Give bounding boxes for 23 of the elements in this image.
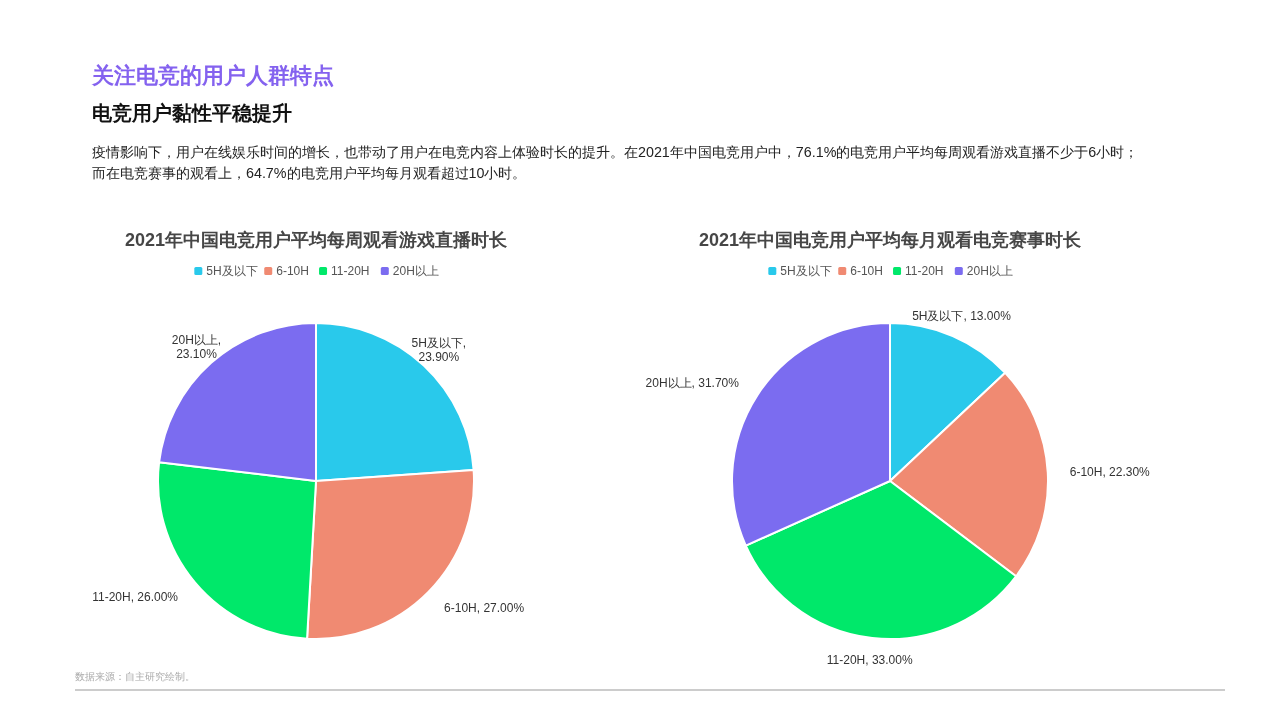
text: 疫情影响下，用户在线娱乐时间的增长，也带动了用户在电竞内容上体验时长的提升。在2021年中国电竞用户中，76.1%的电竞用户平均每周观看游戏直播不少于6小时； xyxy=(92,144,1139,160)
legend-label: 11-20H xyxy=(905,264,944,279)
data-label: 5H及以下, 23.90% xyxy=(411,336,467,365)
data-label: 6-10H, 27.00% xyxy=(444,600,525,615)
data-label: 20H以上, 31.70% xyxy=(645,376,740,391)
text: 关注电竞的用户人群特点 xyxy=(91,63,334,88)
data-label: 5H及以下, 13.00% xyxy=(912,309,1012,323)
legend-label: 20H以上 xyxy=(966,264,1013,279)
legend-label: 20H以上 xyxy=(392,264,439,279)
text: 而在电竞赛事的观看上，64.7%的电竞用户平均每月观看超过10小时。 xyxy=(92,165,527,181)
legend-label: 6-10H xyxy=(850,264,883,279)
text: 电竞用户黏性平稳提升 xyxy=(92,102,292,124)
legend-label: 5H及以下 xyxy=(206,264,258,279)
data-label: 20H以上, 23.10% xyxy=(171,332,222,362)
chart-title: 2021年中国电竞用户平均每月观看电竞赛事时长 xyxy=(698,230,1083,250)
source-note: 数据来源：自主研究绘制。 xyxy=(75,671,195,682)
data-label: 11-20H, 33.00% xyxy=(826,653,913,668)
legend-label: 11-20H xyxy=(331,264,370,279)
legend-label: 5H及以下 xyxy=(780,264,832,279)
data-label: 11-20H, 26.00% xyxy=(92,589,179,604)
legend-label: 6-10H xyxy=(276,264,309,279)
data-label: 6-10H, 22.30% xyxy=(1069,464,1151,479)
chart-title: 2021年中国电竞用户平均每周观看游戏直播时长 xyxy=(124,230,509,250)
